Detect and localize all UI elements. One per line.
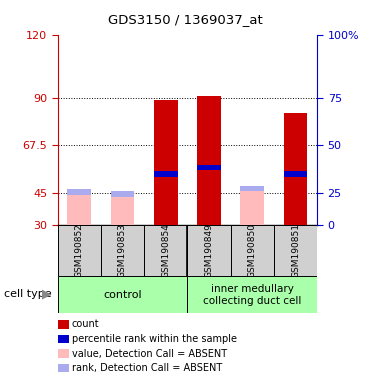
Bar — [101, 225, 144, 276]
Text: GSM190851: GSM190851 — [291, 223, 300, 278]
Bar — [240, 186, 264, 191]
Bar — [197, 96, 221, 225]
Bar — [240, 187, 264, 225]
Bar — [274, 225, 317, 276]
Bar — [111, 191, 134, 197]
Bar — [154, 171, 178, 177]
Text: cell type: cell type — [4, 289, 51, 299]
Text: GSM190850: GSM190850 — [248, 223, 257, 278]
Text: GSM190854: GSM190854 — [161, 223, 170, 278]
Bar — [284, 113, 308, 225]
Bar — [154, 100, 178, 225]
Bar — [111, 197, 134, 225]
Bar — [67, 191, 91, 225]
Bar — [187, 276, 317, 313]
Text: control: control — [103, 290, 142, 300]
Text: percentile rank within the sample: percentile rank within the sample — [72, 334, 237, 344]
Bar — [67, 189, 91, 195]
Text: count: count — [72, 319, 99, 329]
Text: inner medullary
collecting duct cell: inner medullary collecting duct cell — [203, 283, 302, 306]
Text: value, Detection Call = ABSENT: value, Detection Call = ABSENT — [72, 349, 227, 359]
Text: rank, Detection Call = ABSENT: rank, Detection Call = ABSENT — [72, 363, 222, 373]
Bar — [197, 165, 221, 170]
Text: GDS3150 / 1369037_at: GDS3150 / 1369037_at — [108, 13, 263, 26]
Text: GSM190852: GSM190852 — [75, 223, 83, 278]
Bar — [144, 225, 187, 276]
Text: GSM190849: GSM190849 — [204, 223, 213, 278]
Bar — [284, 171, 308, 177]
Text: ▶: ▶ — [42, 287, 51, 300]
Bar — [187, 225, 231, 276]
Bar — [58, 225, 101, 276]
Bar — [58, 276, 187, 313]
Text: GSM190853: GSM190853 — [118, 223, 127, 278]
Bar — [231, 225, 274, 276]
